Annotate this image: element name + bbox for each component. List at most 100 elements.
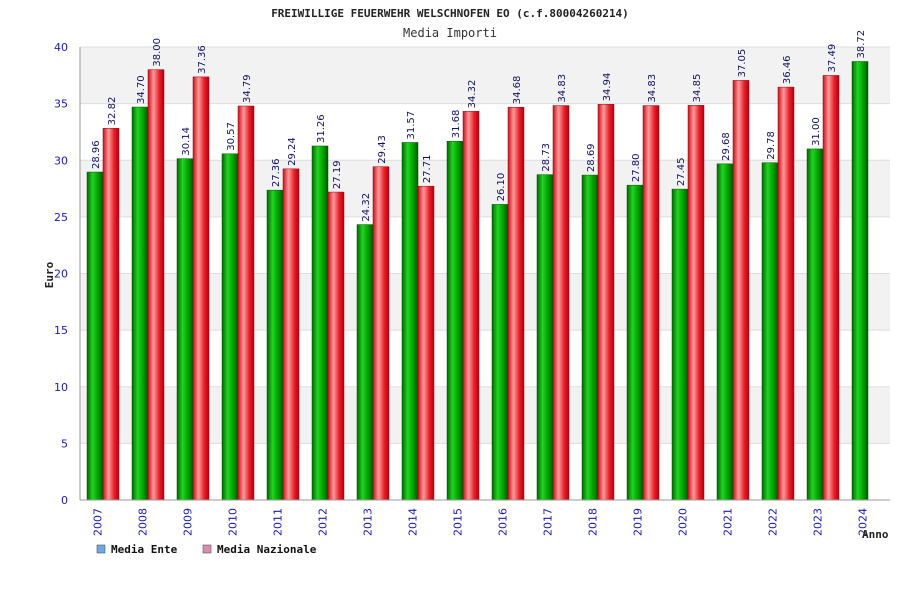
x-tick-label-2022: 2022 <box>767 508 780 536</box>
plot-background-bands <box>80 47 890 500</box>
legend-label-media-ente: Media Ente <box>111 543 178 556</box>
bar-media-ente-2010 <box>221 153 239 501</box>
bar-media-ente-2007 <box>86 171 104 501</box>
bar-media-nazionale-2023 <box>822 75 840 501</box>
data-label-media-nazionale-2016: 34.68 <box>512 76 523 105</box>
bar-media-ente-2015 <box>446 140 464 501</box>
bar-media-nazionale-2015 <box>462 111 480 501</box>
x-axis-ticks: 2007 2008 2009 2010 2011 2012 2013 2014 2015 2016… <box>92 508 870 536</box>
data-label-media-ente-2015: 31.68 <box>451 110 462 139</box>
data-label-media-nazionale-2014: 27.71 <box>422 155 433 184</box>
data-label-media-ente-2011: 27.36 <box>271 159 282 188</box>
bar-media-nazionale-2011 <box>282 168 300 501</box>
data-labels: 28.96 32.82 34.70 38.00 30.14 37.36 30.57 34.79… <box>91 30 867 222</box>
bar-media-ente-2013 <box>356 224 374 501</box>
bar-media-nazionale-2009 <box>192 76 210 501</box>
data-label-media-ente-2009: 30.14 <box>181 127 192 156</box>
bar-media-ente-2020 <box>671 188 689 501</box>
data-label-media-nazionale-2015: 34.32 <box>467 80 478 109</box>
background-band <box>80 47 890 104</box>
bar-media-ente-2012 <box>311 145 329 501</box>
data-label-media-nazionale-2020: 34.85 <box>692 74 703 103</box>
background-band <box>80 103 890 161</box>
x-tick-label-2009: 2009 <box>182 508 195 536</box>
y-axis-label: Euro <box>43 261 56 288</box>
background-band <box>80 216 890 274</box>
data-label-media-ente-2023: 31.00 <box>811 117 822 146</box>
bar-media-ente-2022 <box>761 162 779 501</box>
bar-media-nazionale-2012 <box>327 191 345 501</box>
y-tick-label: 15 <box>54 324 68 337</box>
bar-media-ente-2017 <box>536 174 554 501</box>
bar-media-ente-2008 <box>131 106 149 501</box>
y-tick-label: 40 <box>54 41 68 54</box>
x-tick-label-2017: 2017 <box>542 508 555 536</box>
bar-media-ente-2009 <box>176 158 194 501</box>
bar-media-nazionale-2018 <box>597 104 615 501</box>
x-tick-label-2007: 2007 <box>92 508 105 536</box>
data-label-media-nazionale-2018: 34.94 <box>602 73 613 102</box>
bar-media-nazionale-2017 <box>552 105 570 501</box>
data-label-media-nazionale-2007: 32.82 <box>107 97 118 126</box>
bar-media-nazionale-2010 <box>237 105 255 501</box>
y-tick-label: 10 <box>54 381 68 394</box>
background-band <box>80 273 890 331</box>
x-tick-label-2012: 2012 <box>317 508 330 536</box>
legend-swatch-media-nazionale <box>202 544 212 554</box>
data-label-media-ente-2021: 29.68 <box>721 132 732 161</box>
background-band <box>80 160 890 217</box>
x-tick-label-2024: 2024 <box>857 508 870 536</box>
data-label-media-ente-2014: 31.57 <box>406 111 417 140</box>
data-label-media-nazionale-2012: 27.19 <box>332 160 343 189</box>
y-tick-label: 35 <box>54 98 68 111</box>
x-tick-label-2018: 2018 <box>587 508 600 536</box>
x-tick-label-2014: 2014 <box>407 508 420 536</box>
x-tick-label-2011: 2011 <box>272 508 285 536</box>
data-label-media-ente-2013: 24.32 <box>361 193 372 222</box>
data-label-media-nazionale-2017: 34.83 <box>557 74 568 103</box>
y-tick-label: 5 <box>61 437 68 450</box>
bar-media-nazionale-2016 <box>507 106 525 501</box>
bar-media-nazionale-2014 <box>417 185 435 501</box>
x-tick-label-2015: 2015 <box>452 508 465 536</box>
bar-media-ente-2019 <box>626 184 644 501</box>
data-label-media-nazionale-2021: 37.05 <box>737 49 748 78</box>
bar-media-nazionale-2013 <box>372 166 390 501</box>
data-label-media-nazionale-2019: 34.83 <box>647 74 658 103</box>
data-label-media-ente-2007: 28.96 <box>91 140 102 169</box>
y-tick-label: 30 <box>54 154 68 167</box>
x-tick-label-2016: 2016 <box>497 508 510 536</box>
y-axis-ticks: 0 5 10 15 20 25 30 35 40 <box>54 41 68 507</box>
x-tick-label-2023: 2023 <box>812 508 825 536</box>
bar-media-ente-2023 <box>806 148 824 501</box>
data-label-media-ente-2016: 26.10 <box>496 173 507 202</box>
background-band <box>80 386 890 444</box>
bar-media-nazionale-2022 <box>777 86 795 501</box>
legend-label-media-nazionale: Media Nazionale <box>217 543 317 556</box>
data-label-media-ente-2012: 31.26 <box>316 114 327 143</box>
chart-subtitle: Media Importi <box>403 26 497 40</box>
bar-media-ente-2014 <box>401 142 419 501</box>
data-label-media-nazionale-2009: 37.36 <box>197 45 208 74</box>
data-label-media-ente-2010: 30.57 <box>226 122 237 151</box>
bar-media-ente-2018 <box>581 174 599 501</box>
x-tick-label-2013: 2013 <box>362 508 375 536</box>
data-label-media-nazionale-2008: 38.00 <box>152 38 163 67</box>
x-tick-label-2020: 2020 <box>677 508 690 536</box>
data-label-media-ente-2020: 27.45 <box>676 157 687 186</box>
bar-media-ente-2021 <box>716 163 734 501</box>
x-tick-label-2008: 2008 <box>137 508 150 536</box>
legend-swatch-media-ente <box>96 544 106 554</box>
x-tick-label-2021: 2021 <box>722 508 735 536</box>
x-axis-label: Anno <box>862 528 889 541</box>
data-label-media-ente-2019: 27.80 <box>631 154 642 183</box>
bar-media-ente-2024 <box>851 61 869 501</box>
data-label-media-ente-2008: 34.70 <box>136 75 147 104</box>
bar-media-nazionale-2021 <box>732 80 750 501</box>
x-tick-label-2019: 2019 <box>632 508 645 536</box>
data-label-media-ente-2022: 29.78 <box>766 131 777 160</box>
data-label-media-nazionale-2010: 34.79 <box>242 74 253 103</box>
data-label-media-nazionale-2013: 29.43 <box>377 135 388 164</box>
y-tick-label: 25 <box>54 211 68 224</box>
